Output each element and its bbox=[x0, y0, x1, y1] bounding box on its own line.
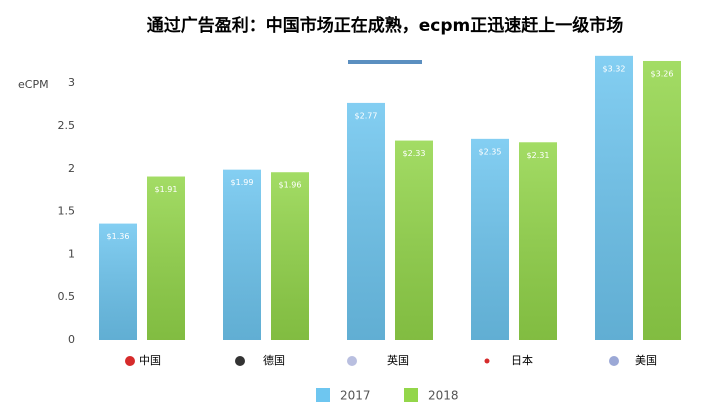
value-label: $1.91 bbox=[155, 185, 178, 194]
value-label: $3.32 bbox=[603, 64, 626, 73]
x-tick-label: 美国 bbox=[635, 354, 657, 367]
value-label: $1.99 bbox=[231, 178, 254, 187]
x-tick-label: 英国 bbox=[387, 353, 409, 367]
x-tick-label: 日本 bbox=[511, 353, 533, 367]
bar-shade bbox=[471, 138, 509, 340]
value-label: $3.26 bbox=[651, 69, 674, 78]
bar-shade bbox=[271, 172, 309, 340]
legend-label: 2017 bbox=[340, 389, 371, 403]
y-tick-label: 3 bbox=[68, 76, 75, 89]
flag bbox=[347, 356, 357, 366]
decoration bbox=[348, 60, 422, 64]
flag bbox=[125, 356, 135, 366]
bar-shade bbox=[99, 223, 137, 340]
value-label: $1.96 bbox=[279, 181, 302, 190]
flag bbox=[235, 356, 245, 366]
value-label: $1.36 bbox=[107, 232, 130, 241]
bar-shade bbox=[643, 60, 681, 340]
x-tick-label: 中国 bbox=[139, 354, 161, 367]
flag bbox=[609, 356, 619, 366]
bar-shade bbox=[223, 169, 261, 340]
y-tick-label: 0 bbox=[68, 333, 75, 346]
legend-swatch bbox=[316, 388, 330, 402]
y-tick-label: 1.5 bbox=[58, 205, 76, 218]
bar-shade bbox=[519, 142, 557, 340]
chart-title: 通过广告盈利：中国市场正在成熟，ecpm正迅速赶上一级市场 bbox=[147, 15, 624, 36]
value-label: $2.35 bbox=[479, 147, 502, 156]
y-tick-label: 2 bbox=[68, 162, 75, 175]
legend-swatch bbox=[404, 388, 418, 402]
value-label: $2.33 bbox=[403, 149, 426, 158]
y-tick-label: 2.5 bbox=[58, 119, 76, 132]
x-tick-label: 德国 bbox=[263, 353, 285, 367]
y-axis-label: eCPM bbox=[18, 78, 49, 91]
bar-shade bbox=[595, 55, 633, 341]
legend-label: 2018 bbox=[428, 389, 459, 403]
y-tick-label: 1 bbox=[68, 247, 75, 260]
flag bbox=[484, 358, 490, 364]
y-tick-label: 0.5 bbox=[58, 290, 76, 303]
bar-shade bbox=[347, 102, 385, 340]
value-label: $2.31 bbox=[527, 151, 550, 160]
bar-shade bbox=[395, 140, 433, 340]
bar-shade bbox=[147, 176, 185, 340]
value-label: $2.77 bbox=[355, 111, 378, 120]
